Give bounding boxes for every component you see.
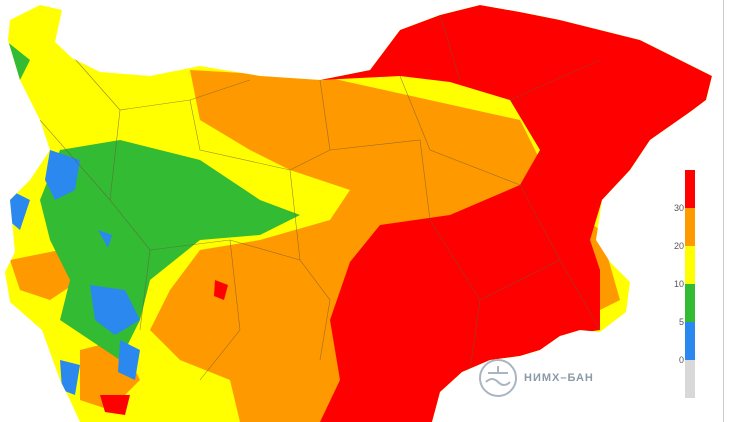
- legend-tick: 20: [673, 241, 684, 251]
- legend-red: [685, 170, 695, 208]
- legend-orange: [685, 208, 695, 246]
- legend-tick: 0: [678, 355, 684, 365]
- legend-tick: 5: [678, 317, 684, 327]
- legend-tick: 30: [673, 203, 684, 213]
- logo-text: НИМХ–БАН: [524, 372, 594, 384]
- zone-red-spot: [100, 280, 228, 415]
- nimh-emblem-icon: [479, 359, 517, 397]
- legend-yellow: [685, 246, 695, 284]
- legend-green: [685, 284, 695, 322]
- zone-red: [320, 5, 712, 422]
- zone-green: [5, 40, 300, 360]
- zone-blue: [8, 150, 140, 395]
- frame-divider: [723, 0, 724, 422]
- nimh-logo: НИМХ–БАН: [478, 358, 594, 398]
- color-legend: [685, 170, 695, 398]
- district-borders: [39, 14, 601, 381]
- legend-grey: [685, 360, 695, 398]
- legend-tick: 10: [673, 279, 684, 289]
- legend-blue: [685, 322, 695, 360]
